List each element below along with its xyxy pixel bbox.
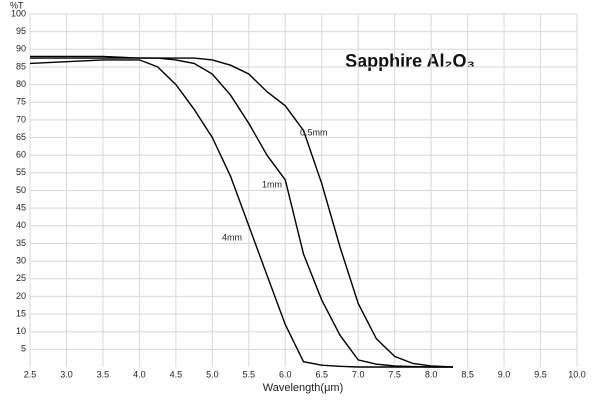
x-tick-label: 4.5 [170, 369, 183, 379]
x-tick-label: 10.0 [568, 369, 586, 379]
y-tick-label: 25 [16, 273, 26, 283]
x-tick-label: 7.5 [388, 369, 401, 379]
y-tick-label: 65 [16, 132, 26, 142]
chart-title: Sapphire Al₂O₃ [345, 51, 475, 71]
x-axis-label: Wavelength(μm) [263, 382, 344, 394]
y-tick-label: 20 [16, 291, 26, 301]
x-tick-label: 2.5 [24, 369, 37, 379]
curve-label: 4mm [222, 232, 242, 242]
x-tick-label: 5.5 [243, 369, 256, 379]
y-tick-label: 75 [16, 97, 26, 107]
curve [30, 57, 453, 368]
curve [29, 59, 453, 368]
x-tick-label: 6.5 [315, 369, 328, 379]
y-tick-label: 50 [16, 185, 26, 195]
curve [30, 55, 454, 368]
y-tick-label: 40 [16, 220, 26, 230]
x-tick-label: 3.0 [60, 369, 73, 379]
y-tick-label: 70 [16, 114, 26, 124]
x-tick-label: 4.0 [133, 369, 146, 379]
x-tick-label: 8.0 [425, 369, 438, 379]
y-tick-label: 55 [16, 167, 26, 177]
y-tick-label: 45 [16, 203, 26, 213]
x-tick-label: 9.0 [498, 369, 511, 379]
y-tick-label: 90 [16, 44, 26, 54]
y-tick-label: 5 [21, 344, 26, 354]
y-tick-label: 15 [16, 308, 26, 318]
y-tick-label: 10 [16, 326, 26, 336]
y-tick-label: 35 [16, 238, 26, 248]
x-tick-label: 7.0 [352, 369, 365, 379]
y-tick-label: 85 [16, 61, 26, 71]
y-tick-label: 80 [16, 79, 26, 89]
y-axis-label: %T [10, 0, 24, 10]
grid [29, 13, 578, 367]
curve-label: 0.5mm [300, 127, 328, 137]
y-tick-label: 100 [11, 8, 26, 18]
x-tick-label: 6.0 [279, 369, 292, 379]
curve-label: 1mm [262, 179, 282, 189]
x-tick-label: 5.0 [206, 369, 219, 379]
x-tick-label: 3.5 [97, 369, 110, 379]
y-tick-label: 60 [16, 150, 26, 160]
x-tick-label: 9.5 [534, 369, 547, 379]
y-tick-label: 30 [16, 255, 26, 265]
x-tick-label: 8.5 [461, 369, 474, 379]
y-tick-label: 95 [16, 26, 26, 36]
